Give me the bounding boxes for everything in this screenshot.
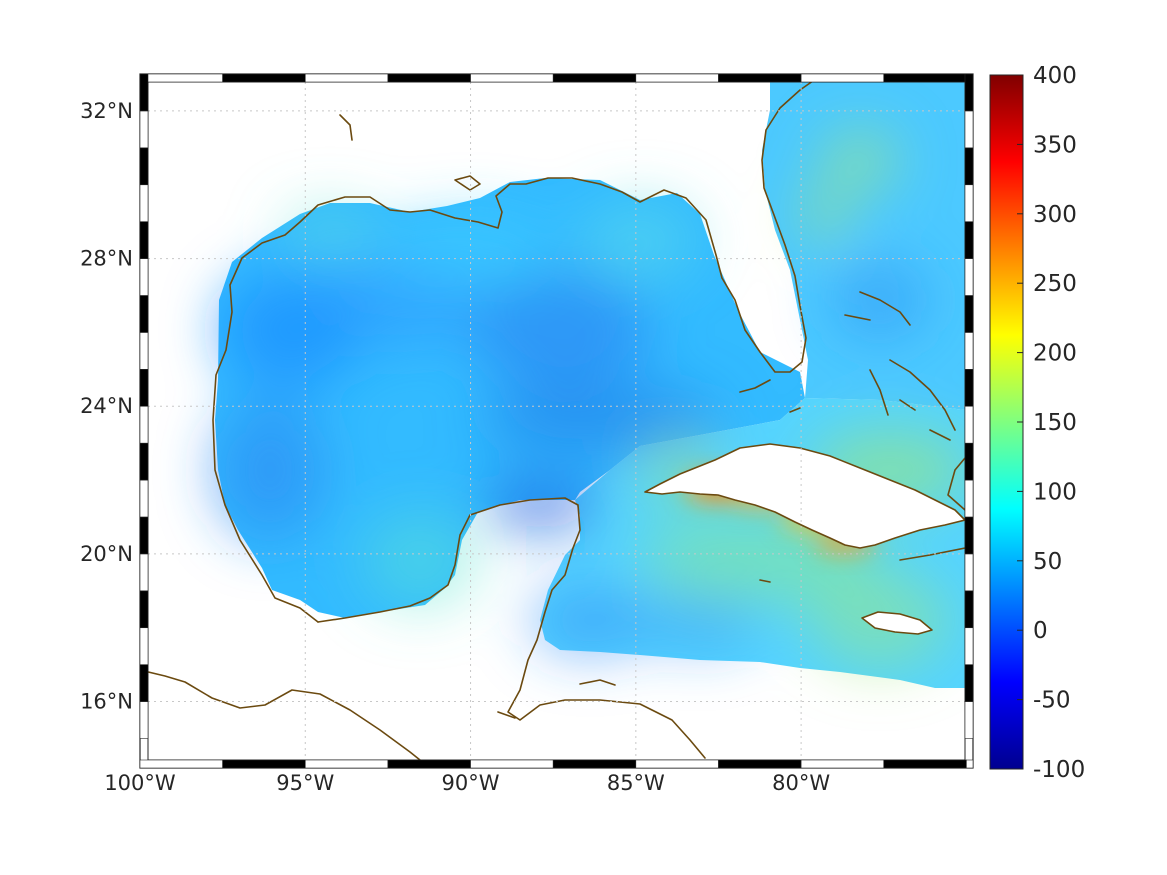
- latitude-labels: 16°N 20°N 24°N 28°N 32°N: [80, 99, 133, 714]
- frame-segment-left-14: [139, 184, 149, 222]
- longitude-labels: 100°W 95°W 90°W 85°W 80°W: [104, 771, 830, 795]
- frame-segment-right-16: [964, 110, 974, 149]
- yucatan-coastline: [317, 497, 706, 759]
- frame-segment-bottom-2: [304, 759, 389, 769]
- keys-coastline: [739, 379, 801, 413]
- frame-segment-left-10: [139, 332, 149, 370]
- frame-segment-bottom-4: [470, 759, 554, 769]
- frame-segment-right-4: [964, 553, 974, 592]
- frame-segment-right-15: [964, 147, 974, 186]
- colorbar-tick-label: 200: [1033, 341, 1077, 367]
- lat-tick-label: 16°N: [80, 690, 133, 714]
- central-america-coastline: [497, 679, 616, 719]
- frame-segment-left-5: [139, 516, 149, 555]
- colorbar-tick-label: 150: [1033, 410, 1077, 436]
- frame-segment-left-13: [139, 221, 149, 259]
- frame-segment-right-1: [964, 664, 974, 702]
- frame-segment-left-3: [139, 590, 149, 629]
- frame-segment-left-17: [139, 73, 149, 112]
- frame-segment-left-16: [139, 110, 149, 149]
- frame-segment-top-3: [387, 73, 471, 83]
- frame-segment-left-0: [139, 701, 149, 739]
- bahamas-coastline: [844, 291, 956, 441]
- frame-segment-right-2: [964, 627, 974, 665]
- frame-segment-left-11: [139, 295, 149, 333]
- frame-segment-right-14: [964, 184, 974, 222]
- lon-tick-label: 90°W: [442, 771, 500, 795]
- frame-segment-top-0: [139, 73, 223, 83]
- frame-segment-right-12: [964, 258, 974, 296]
- frame-segment-right-9: [964, 369, 974, 407]
- frame-segment-left-2: [139, 627, 149, 665]
- frame-segment-bottom-8: [800, 759, 885, 769]
- frame-segment-top-9: [883, 73, 967, 83]
- frame-segment-top-5: [552, 73, 637, 83]
- colorbar-tick-label: 100: [1033, 479, 1077, 505]
- lat-tick-label: 32°N: [80, 99, 133, 123]
- frame-segment-bottom-3: [387, 759, 471, 769]
- colorbar-tick-label: 50: [1033, 549, 1062, 575]
- lat-tick-label: 28°N: [80, 247, 133, 271]
- frame-segment-bottom-9: [883, 759, 967, 769]
- frame-segment-right-10: [964, 332, 974, 370]
- frame-segment-right-8: [964, 405, 974, 444]
- frame-segment-left-7: [139, 442, 149, 481]
- frame-segment-right-0: [964, 701, 974, 739]
- atlantic-field: [762, 82, 965, 410]
- frame-segment-top-6: [635, 73, 719, 83]
- frame-segment-left-6: [139, 479, 149, 518]
- frame-segment-left-9: [139, 369, 149, 407]
- frame-segment-top-7: [718, 73, 802, 83]
- colorbar-tick-label: -50: [1033, 688, 1071, 714]
- lon-tick-label: 100°W: [104, 771, 176, 795]
- frame-segment-left-1: [139, 664, 149, 702]
- frame-segment-right-7: [964, 442, 974, 481]
- colorbar-tick-label: 350: [1033, 132, 1077, 158]
- frame-segment-left-8: [139, 405, 149, 444]
- lon-tick-label: 85°W: [607, 771, 665, 795]
- jamaica-coastline: [861, 611, 933, 635]
- lat-tick-label: 24°N: [80, 394, 133, 418]
- lon-tick-label: 80°W: [772, 771, 830, 795]
- frame-segment-top-1: [222, 73, 306, 83]
- colorbar-tick-label: 0: [1033, 618, 1048, 644]
- frame-segment-top-2: [304, 73, 389, 83]
- frame-segment-left-4: [139, 553, 149, 592]
- frame-segment-right-5: [964, 516, 974, 555]
- colorbar: 400 350 300 250 200 150 100 50 0 -50 -100: [989, 63, 1085, 783]
- coastlines: [148, 82, 965, 761]
- lat-tick-label: 20°N: [80, 542, 133, 566]
- map-frame: [139, 73, 974, 769]
- frame-segment-left-15: [139, 147, 149, 186]
- frame-segment-bottom-5: [552, 759, 637, 769]
- colorbar-tick-label: 250: [1033, 271, 1077, 297]
- frame-segment-top-8: [800, 73, 885, 83]
- cuba-coastline: [644, 443, 965, 549]
- colorbar-tick-label: 300: [1033, 202, 1077, 228]
- frame-segment-right-6: [964, 479, 974, 518]
- frame-segment-right-3: [964, 590, 974, 629]
- frame-segment-bottom-10: [966, 759, 974, 769]
- frame-segment-top-4: [470, 73, 554, 83]
- colorbar-ticks: 400 350 300 250 200 150 100 50 0 -50 -100: [1017, 63, 1085, 783]
- frame-segment-bottom-7: [718, 759, 802, 769]
- frame-segment-right-13: [964, 221, 974, 259]
- frame-segment-bottom-0: [139, 759, 223, 769]
- colorbar-tick-label: 400: [1033, 63, 1077, 89]
- frame-segment-bottom-6: [635, 759, 719, 769]
- frame-segment-right-17: [964, 73, 974, 112]
- data-field: [215, 82, 965, 688]
- frame-segment-bottom-1: [222, 759, 306, 769]
- cays-coastline: [339, 114, 771, 583]
- frame-segment-right-11: [964, 295, 974, 333]
- frame-segment-left-12: [139, 258, 149, 296]
- colorbar-tick-label: -100: [1033, 757, 1085, 783]
- hispaniola-coastline: [899, 457, 965, 561]
- lon-tick-label: 95°W: [276, 771, 334, 795]
